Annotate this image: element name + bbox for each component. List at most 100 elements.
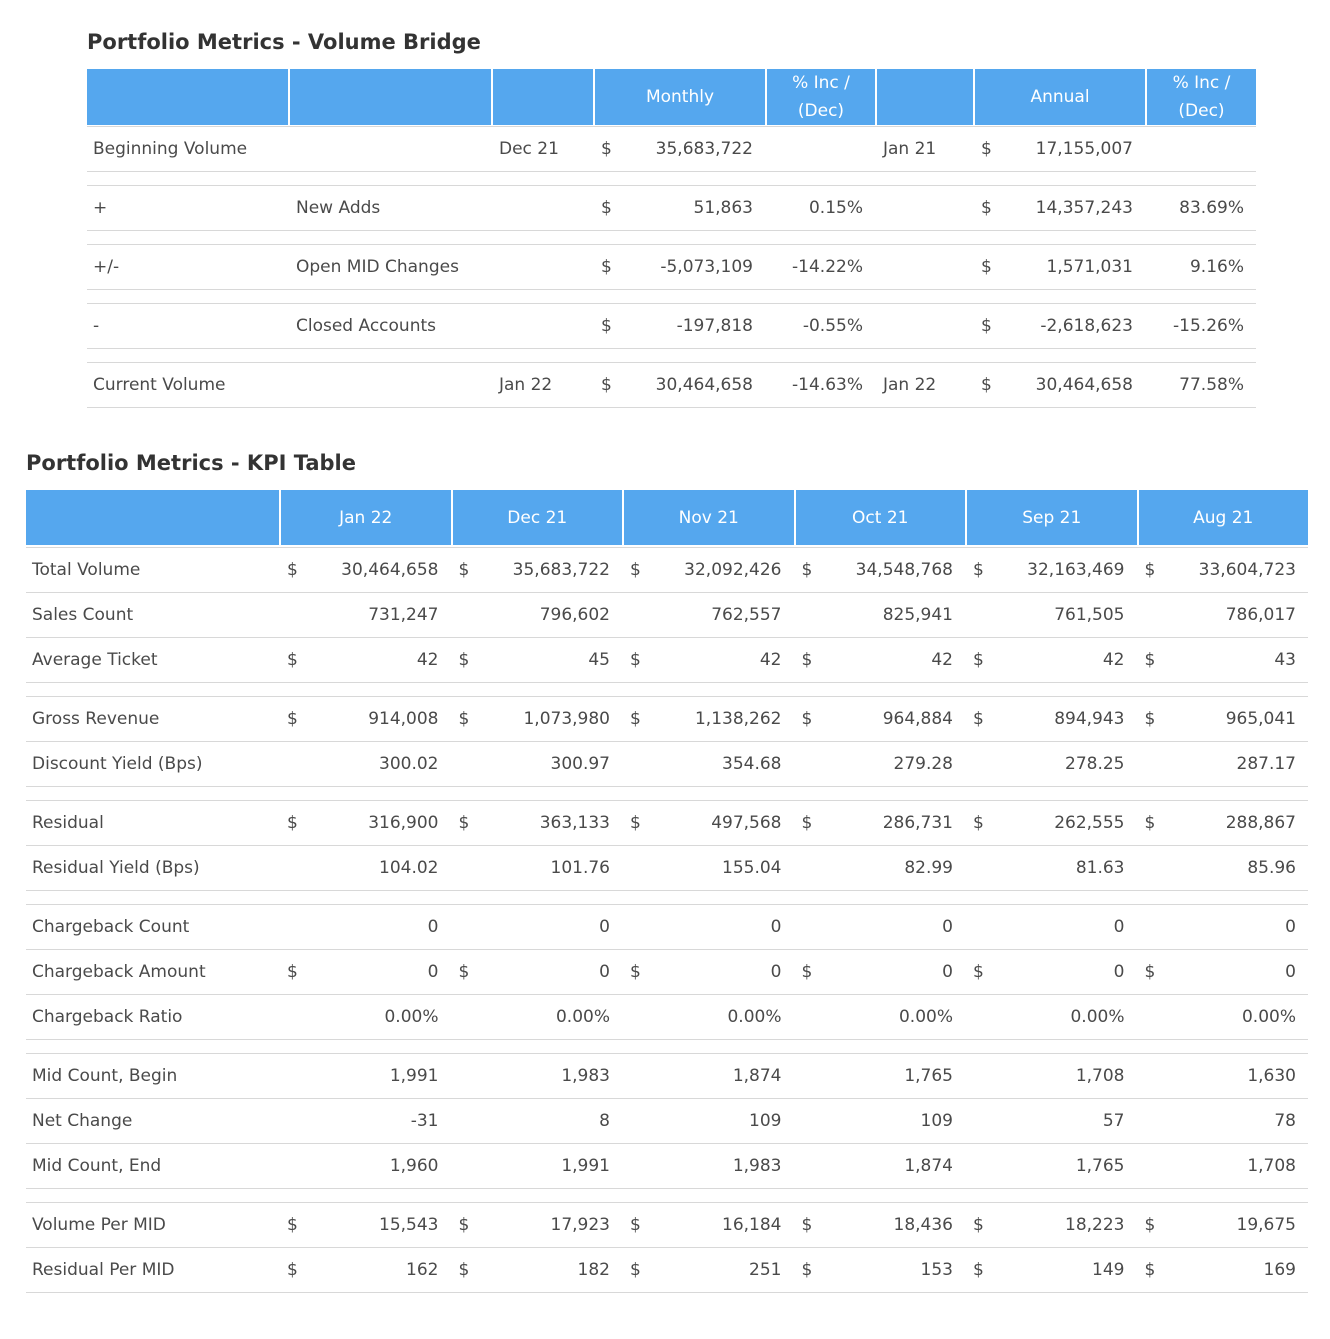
currency: $ <box>630 813 641 833</box>
monthly-cell: $35,683,722 <box>595 139 765 159</box>
value: 251 <box>749 1260 782 1280</box>
currency: $ <box>973 560 984 580</box>
kpi-table: Jan 22 Dec 21 Nov 21 Oct 21 Sep 21 Aug 21 Tota… <box>26 490 1308 1293</box>
row-label: Volume Per MID <box>32 1215 166 1235</box>
value: 0 <box>770 917 782 937</box>
value-cell: $35,683,722 <box>453 560 623 580</box>
value-cell: 1,983 <box>453 1066 623 1086</box>
value: 104.02 <box>379 858 439 878</box>
value-cell: 1,630 <box>1139 1066 1309 1086</box>
table-row: Residual Yield (Bps) 104.02 101.76 155.04 82… <box>26 846 1308 891</box>
value: 300.02 <box>379 754 439 774</box>
row-group: Volume Per MID $15,543 $17,923 $16,184 $18,4… <box>26 1202 1308 1293</box>
currency: $ <box>973 962 984 982</box>
value: 0 <box>942 962 953 982</box>
value: 82.99 <box>904 858 953 878</box>
header-cell: % Inc / (Dec) <box>1147 69 1256 125</box>
value: 0 <box>942 917 953 937</box>
value: 0 <box>1285 962 1296 982</box>
value: 42 <box>931 650 953 670</box>
currency: $ <box>458 560 470 580</box>
value-cell: 1,991 <box>453 1156 623 1176</box>
annual-value: 30,464,658 <box>1035 375 1133 395</box>
header-cell: Monthly <box>595 69 765 125</box>
annual-value: 14,357,243 <box>1035 198 1133 218</box>
currency: $ <box>287 1215 298 1235</box>
value: 42 <box>759 650 782 670</box>
row-group: + New Adds $51,863 0.15% $14,357,243 83.69% <box>87 185 1256 231</box>
value-cell: 762,557 <box>624 605 794 625</box>
annual-cell: $ -2,618,623 <box>975 316 1145 336</box>
value-cell: $17,923 <box>453 1215 623 1235</box>
row-group: Beginning Volume Dec 21 $35,683,722 Jan 21 $… <box>87 126 1256 172</box>
currency: $ <box>287 813 298 833</box>
row-sublabel: Open MID Changes <box>296 257 459 277</box>
value-cell: $0 <box>1139 962 1309 982</box>
annual-cell: $1,571,031 <box>975 257 1145 277</box>
value: 169 <box>1263 1260 1296 1280</box>
header-cell: Sep 21 <box>967 490 1137 545</box>
value-cell: -31 <box>281 1111 451 1131</box>
value-cell: $0 <box>967 962 1137 982</box>
currency: $ <box>630 1260 641 1280</box>
value-cell: 1,708 <box>967 1066 1137 1086</box>
period: Jan 22 <box>499 375 553 395</box>
value-cell: $0 <box>453 962 623 982</box>
table-row: + New Adds $51,863 0.15% $14,357,243 83.69% <box>87 186 1256 231</box>
value-cell: 8 <box>453 1111 623 1131</box>
value-cell: 731,247 <box>281 605 451 625</box>
currency: $ <box>601 375 612 395</box>
monthly-cell: $ -197,818 <box>595 316 765 336</box>
value-cell: $15,543 <box>281 1215 451 1235</box>
value-cell: 0 <box>967 917 1137 937</box>
header-cell <box>87 69 288 125</box>
table-row: Chargeback Count 0 0 0 0 0 0 <box>26 905 1308 950</box>
value-cell: $32,163,469 <box>967 560 1137 580</box>
value-cell: 109 <box>796 1111 966 1131</box>
value: 35,683,722 <box>512 560 610 580</box>
value: 497,568 <box>711 813 782 833</box>
row-label: Mid Count, Begin <box>32 1066 178 1086</box>
value-cell: $497,568 <box>624 813 794 833</box>
value-cell: 1,991 <box>281 1066 451 1086</box>
annual-pct: 77.58% <box>1179 375 1244 395</box>
table-row: Beginning Volume Dec 21 $35,683,722 Jan 21 $… <box>87 127 1256 172</box>
value: 288,867 <box>1225 813 1296 833</box>
value: 45 <box>588 650 610 670</box>
row-label: Gross Revenue <box>32 709 160 729</box>
value-cell: $42 <box>624 650 794 670</box>
value: 155.04 <box>722 858 782 878</box>
value: 1,960 <box>389 1156 439 1176</box>
value: 19,675 <box>1236 1215 1296 1235</box>
row-sublabel: New Adds <box>296 198 381 218</box>
row-group: Residual $316,900 $363,133 $497,568 $286,731… <box>26 800 1308 891</box>
value-cell: $965,041 <box>1139 709 1309 729</box>
currency: $ <box>801 1260 813 1280</box>
value-cell: $1,073,980 <box>453 709 623 729</box>
row-sublabel: Closed Accounts <box>296 316 437 336</box>
currency: $ <box>601 257 612 277</box>
currency: $ <box>801 813 813 833</box>
currency: $ <box>458 1215 470 1235</box>
value-cell: 279.28 <box>796 754 966 774</box>
value: 761,505 <box>1054 605 1125 625</box>
table-row: Chargeback Amount $0 $0 $0 $0 $0 $0 <box>26 950 1308 995</box>
value: 162 <box>406 1260 439 1280</box>
value: 153 <box>920 1260 953 1280</box>
currency: $ <box>630 650 641 670</box>
value: 0.00% <box>384 1007 439 1027</box>
value-cell: 0 <box>453 917 623 937</box>
value: 786,017 <box>1225 605 1296 625</box>
kpi-title: Portfolio Metrics - KPI Table <box>26 451 356 475</box>
value: 32,163,469 <box>1027 560 1125 580</box>
value-cell: $0 <box>281 962 451 982</box>
period: Dec 21 <box>499 139 559 159</box>
currency: $ <box>630 962 641 982</box>
value: 278.25 <box>1065 754 1125 774</box>
row-label: Total Volume <box>32 560 141 580</box>
annual-pct: -15.26% <box>1173 316 1244 336</box>
currency: $ <box>287 962 298 982</box>
value-cell: 1,874 <box>796 1156 966 1176</box>
value: 731,247 <box>368 605 439 625</box>
value: 1,983 <box>561 1066 610 1086</box>
